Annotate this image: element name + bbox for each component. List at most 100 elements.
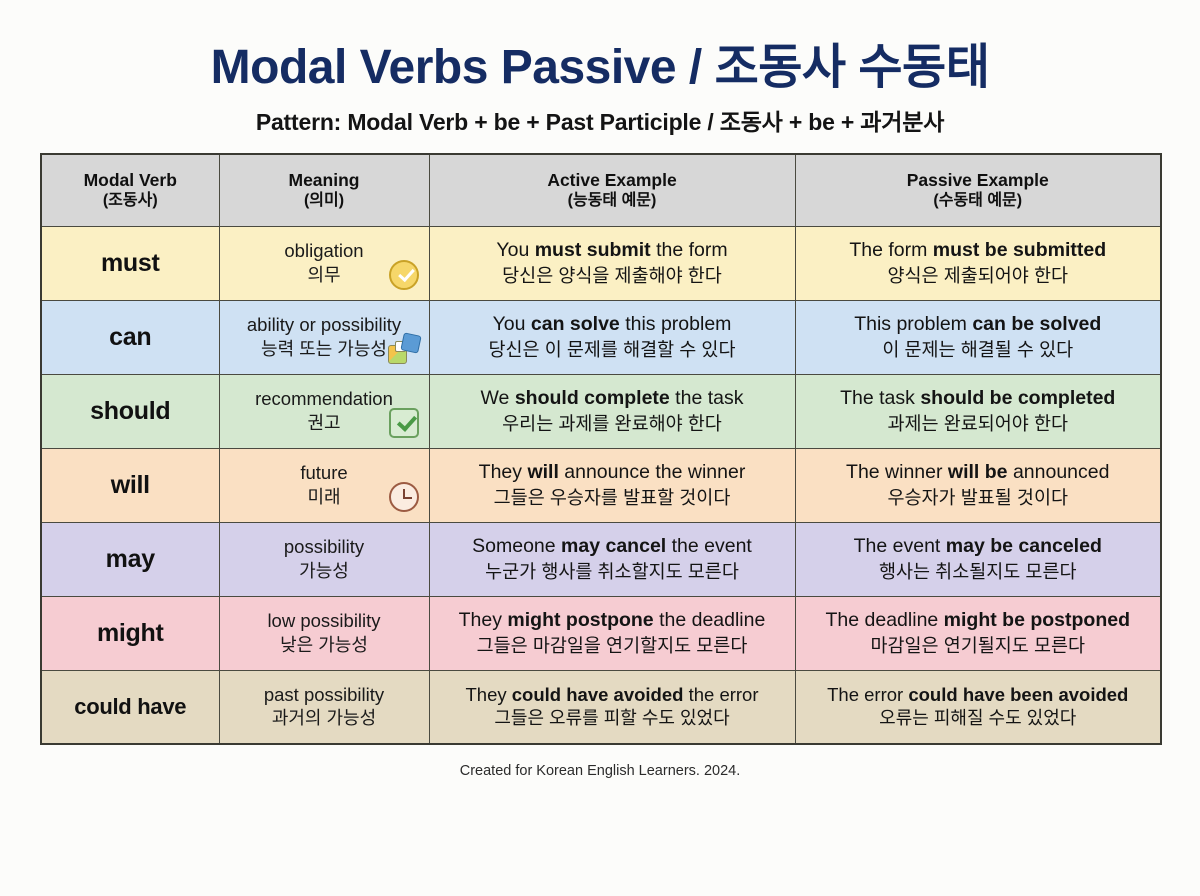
column-header-meaning: Meaning (의미) — [218, 153, 430, 227]
table-row: may possibility 가능성 Someone may cancel the … — [40, 521, 1162, 597]
passive-bold: must be submitted — [932, 239, 1107, 262]
meaning-ko: 가능성 — [299, 560, 349, 581]
active-example-en: Someone may cancel the event — [437, 534, 788, 560]
meaning-en: past possibility — [263, 684, 385, 706]
passive-bold: might be postponed — [943, 609, 1130, 632]
modal-verb-label: might — [96, 618, 164, 647]
table-body: must obligation 의무 You must submit the form… — [40, 225, 1162, 745]
meaning-en: recommendation — [255, 388, 393, 410]
cell-passive-example: This problem can be solved 이 문제는 해결될 수 있다 — [794, 299, 1162, 375]
passive-pre: The task — [840, 387, 921, 410]
modal-verb-label: can — [109, 322, 152, 351]
passive-post: announced — [1007, 461, 1110, 484]
active-post: announce the winner — [558, 461, 746, 484]
cell-meaning: possibility 가능성 — [218, 521, 430, 597]
page-subtitle: Pattern: Modal Verb + be + Past Particip… — [255, 109, 945, 136]
active-example-en: They might postpone the deadline — [437, 608, 788, 634]
active-bold: should complete — [514, 387, 670, 410]
cell-passive-example: The deadline might be postponed 마감일은 연기될지… — [794, 595, 1162, 671]
column-header-modal-verb-ko: (조동사) — [102, 192, 158, 210]
cell-modal-verb: should — [40, 373, 220, 449]
cell-modal-verb: may — [40, 521, 220, 597]
footer-credit: Created for Korean English Learners. 202… — [459, 763, 741, 780]
passive-example-en: The deadline might be postponed — [803, 608, 1154, 634]
table-row: might low possibility 낮은 가능성 They might pos… — [40, 595, 1162, 671]
modal-verb-label: will — [110, 470, 150, 499]
active-pre: Someone — [472, 535, 562, 558]
active-post: the error — [683, 683, 759, 705]
passive-pre: The winner — [846, 461, 948, 484]
meaning-ko: 낮은 가능성 — [280, 634, 368, 655]
modal-verb-label: must — [100, 248, 160, 277]
cell-active-example: You must submit the form 당신은 양식을 제출해야 한다 — [428, 225, 796, 301]
meaning-ko: 과거의 가능성 — [271, 708, 377, 729]
meaning-ko: 의무 — [307, 264, 341, 285]
passive-pre: The error — [827, 683, 909, 705]
passive-example-en: This problem can be solved — [803, 312, 1154, 338]
cell-passive-example: The winner will be announced 우승자가 발표될 것이다 — [794, 447, 1162, 523]
active-bold: can solve — [530, 313, 620, 336]
cell-passive-example: The error could have been avoided 오류는 피해질… — [794, 669, 1162, 745]
cell-modal-verb: will — [40, 447, 220, 523]
cell-active-example: They will announce the winner 그들은 우승자를 발표… — [428, 447, 796, 523]
active-pre: You — [496, 239, 535, 262]
cell-meaning: ability or possibility 능력 또는 가능성 — [218, 299, 430, 375]
cell-active-example: We should complete the task 우리는 과제를 완료해야 … — [428, 373, 796, 449]
active-bold: might postpone — [507, 609, 654, 632]
puzzle-piece-icon — [387, 332, 422, 368]
active-pre: They — [465, 683, 512, 705]
passive-example-en: The event may be canceled — [803, 534, 1154, 560]
meaning-en: future — [300, 462, 348, 484]
column-header-active-example: Active Example (능동태 예문) — [428, 153, 796, 227]
cell-passive-example: The form must be submitted 양식은 제출되어야 한다 — [794, 225, 1162, 301]
passive-bold: may be canceled — [945, 535, 1102, 558]
cell-modal-verb: must — [40, 225, 220, 301]
active-bold: may cancel — [561, 535, 667, 558]
active-example-en: They will announce the winner — [437, 460, 788, 486]
passive-pre: This problem — [854, 313, 973, 336]
active-example-en: You can solve this problem — [437, 312, 788, 338]
passive-bold: could have been avoided — [908, 683, 1129, 705]
clock-icon — [387, 481, 421, 516]
cell-active-example: They might postpone the deadline 그들은 마감일을… — [428, 595, 796, 671]
active-pre: They — [458, 609, 508, 632]
passive-example-en: The task should be completed — [803, 386, 1154, 412]
page-title: Modal Verbs Passive / 조동사 수동태 — [210, 41, 990, 94]
meaning-ko: 능력 또는 가능성 — [261, 338, 387, 359]
column-header-modal-verb-en: Modal Verb — [83, 170, 177, 190]
active-bold: will — [527, 461, 559, 484]
active-pre: We — [480, 387, 515, 410]
active-example-ko: 그들은 오류를 피할 수도 있었다 — [494, 708, 730, 729]
passive-example-ko: 과제는 완료되어야 한다 — [887, 412, 1068, 434]
active-example-ko: 그들은 마감일을 연기할지도 모른다 — [476, 634, 748, 656]
cell-passive-example: The task should be completed 과제는 완료되어야 한다 — [794, 373, 1162, 449]
cell-meaning: past possibility 과거의 가능성 — [218, 669, 430, 745]
meaning-en: obligation — [284, 240, 364, 262]
active-example-en: We should complete the task — [437, 386, 788, 412]
column-header-active-en: Active Example — [547, 170, 677, 190]
cell-meaning: obligation 의무 — [218, 225, 430, 301]
meaning-ko: 권고 — [307, 412, 341, 433]
cell-modal-verb: might — [40, 595, 220, 671]
active-pre: They — [478, 461, 528, 484]
active-bold: must submit — [534, 239, 651, 262]
active-example-ko: 우리는 과제를 완료해야 한다 — [502, 412, 722, 434]
cell-active-example: Someone may cancel the event 누군가 행사를 취소할지… — [428, 521, 796, 597]
passive-example-ko: 이 문제는 해결될 수 있다 — [882, 338, 1074, 360]
table-row: will future 미래 They will announce the winne… — [40, 447, 1162, 523]
meaning-en: possibility — [283, 536, 365, 558]
passive-example-ko: 행사는 취소될지도 모른다 — [878, 560, 1077, 582]
modal-verb-label: may — [105, 544, 155, 573]
modal-verb-label: should — [90, 396, 171, 425]
passive-example-en: The error could have been avoided — [803, 683, 1154, 707]
table-row: could have past possibility 과거의 가능성 They co… — [40, 669, 1162, 745]
passive-bold: can be solved — [972, 313, 1102, 336]
passive-example-ko: 우승자가 발표될 것이다 — [887, 486, 1068, 508]
passive-example-en: The form must be submitted — [803, 238, 1154, 264]
cell-active-example: They could have avoided the error 그들은 오류를… — [428, 669, 796, 745]
active-example-ko: 당신은 이 문제를 해결할 수 있다 — [488, 338, 736, 360]
meaning-en: low possibility — [267, 610, 381, 632]
passive-pre: The form — [849, 239, 933, 262]
cell-meaning: recommendation 권고 — [218, 373, 430, 449]
